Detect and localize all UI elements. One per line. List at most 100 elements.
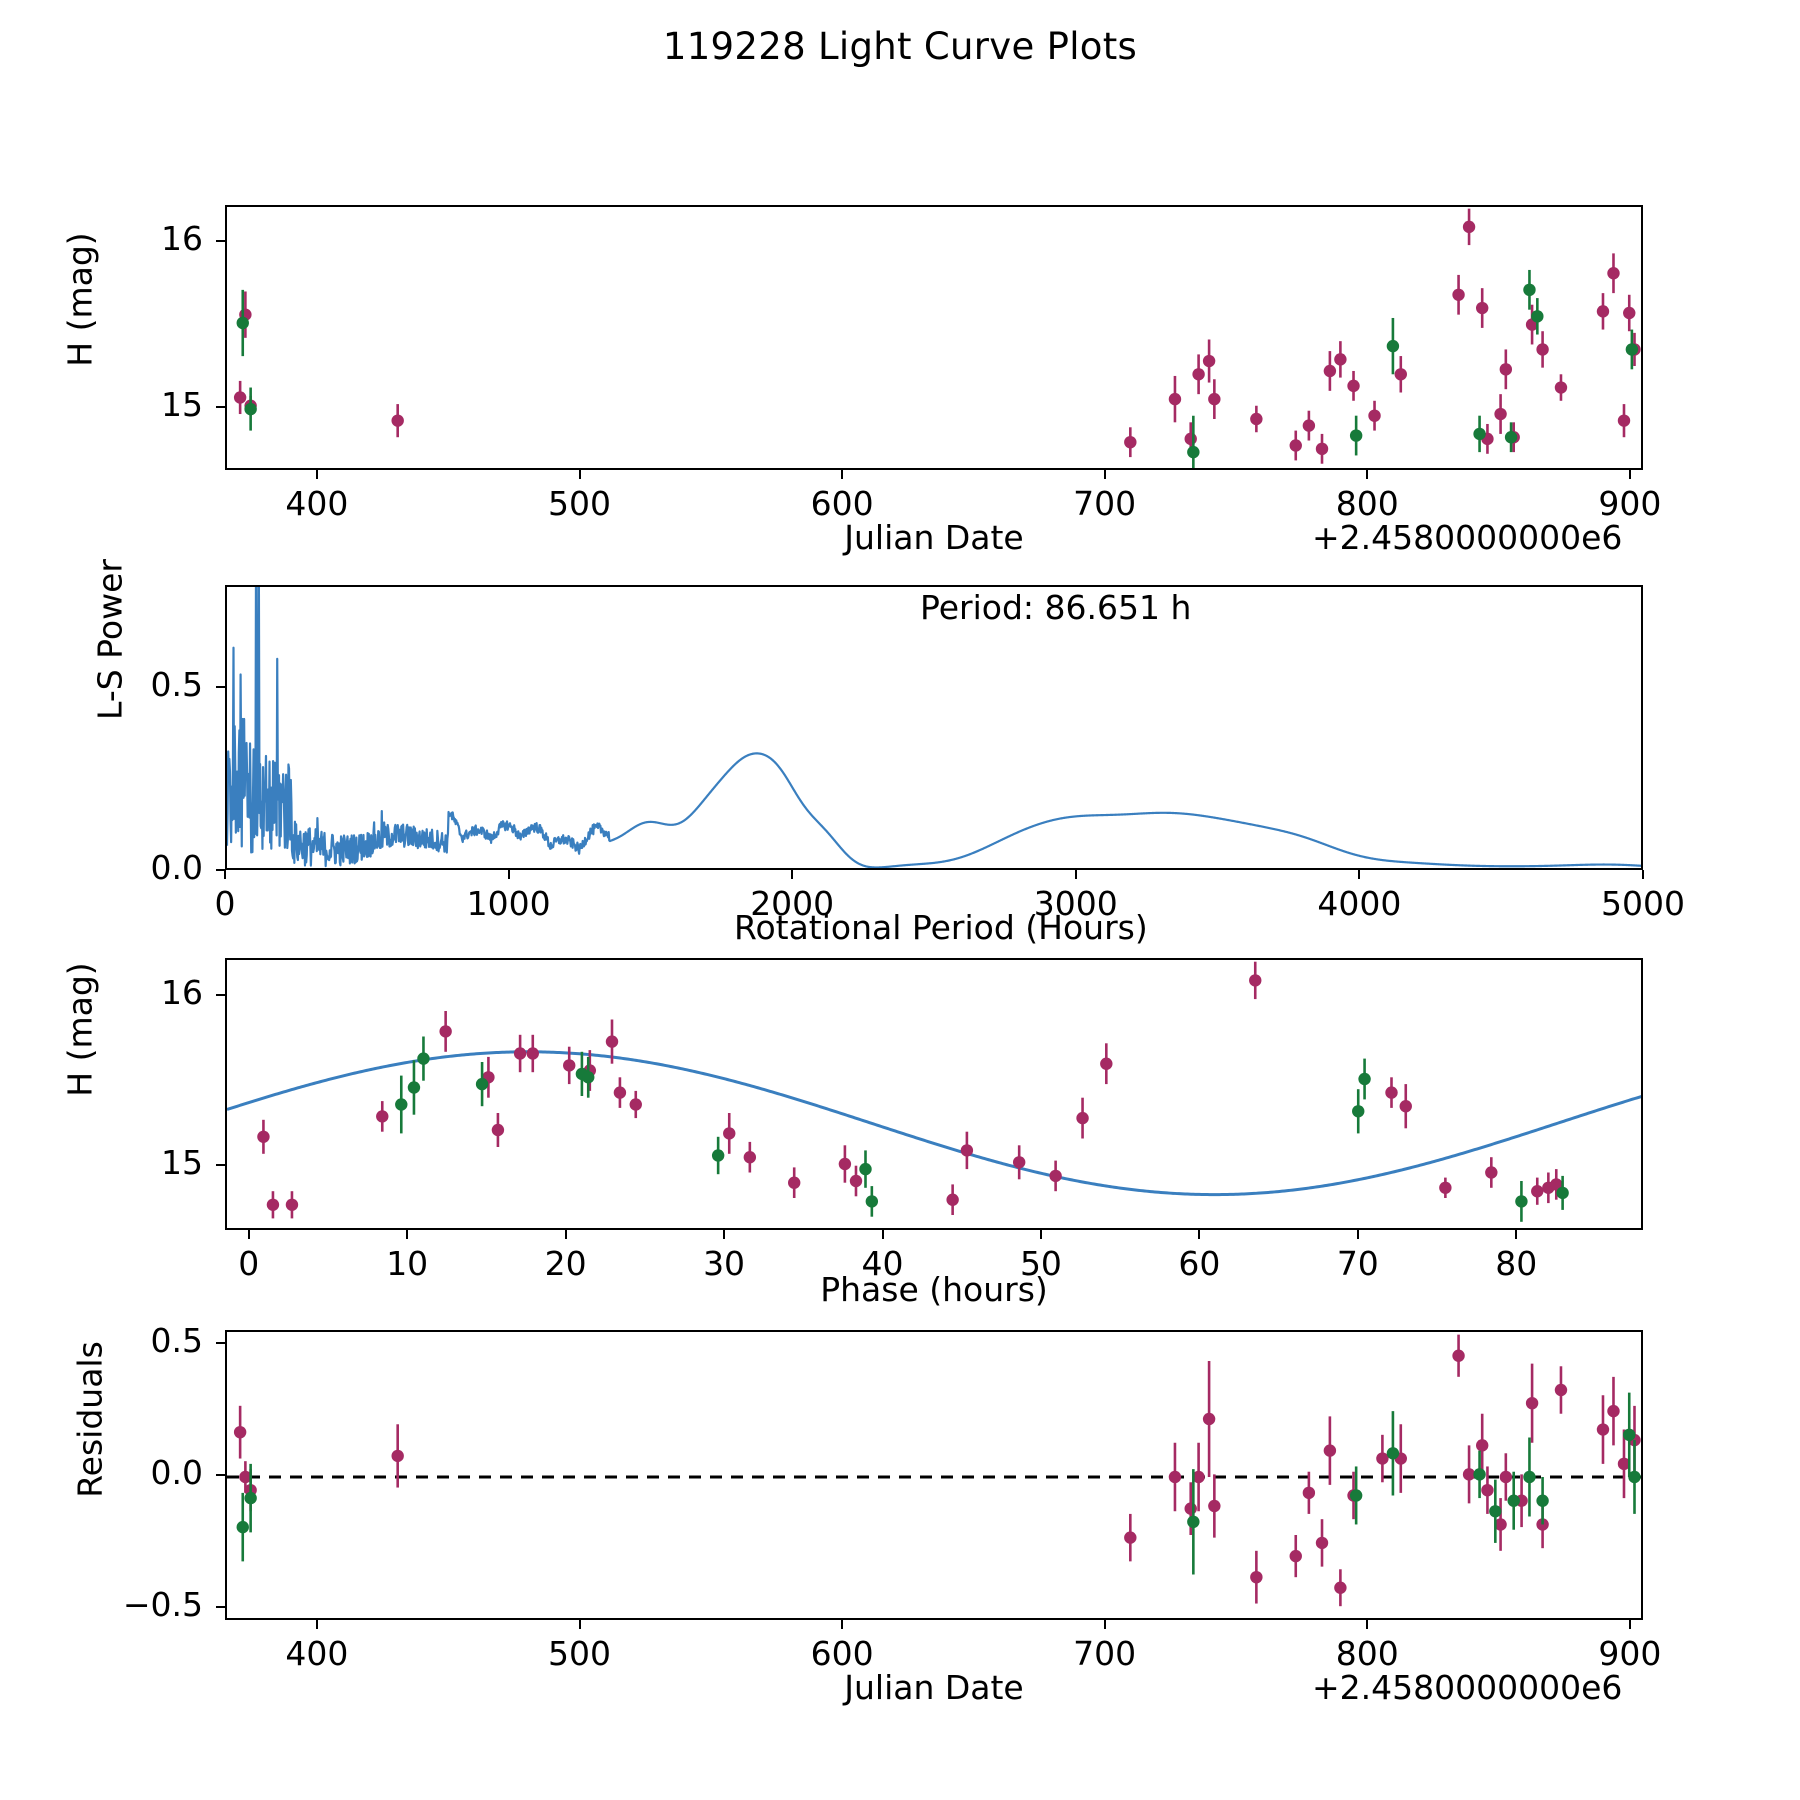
p2-x-tick-label: 4000 xyxy=(1317,884,1402,923)
p4-x-tickmark xyxy=(841,1620,844,1629)
series-series_a xyxy=(257,961,1563,1219)
p1-x-tick-label: 400 xyxy=(285,484,349,523)
series-series_a xyxy=(233,1334,1641,1607)
series-series_b xyxy=(395,1036,1569,1222)
p3-x-tickmark xyxy=(881,1230,884,1239)
p3-x-tickmark xyxy=(1198,1230,1201,1239)
p1-x-tick-label: 600 xyxy=(810,484,874,523)
p3-y-tickmark xyxy=(216,1164,225,1167)
p3-x-tick-label: 0 xyxy=(238,1244,260,1283)
panel4-x-axis-label: Julian Date xyxy=(844,1668,1024,1707)
p3-x-tickmark xyxy=(406,1230,409,1239)
p2-x-tickmark xyxy=(1642,870,1644,879)
p4-x-tick-label: 700 xyxy=(1073,1634,1137,1673)
p4-y-tick-label: −0.5 xyxy=(122,1584,203,1624)
p2-x-tickmark xyxy=(1358,870,1361,879)
series-series_b xyxy=(236,1392,1641,1575)
p2-x-tick-label: 2000 xyxy=(750,884,835,923)
periodogram-trace xyxy=(227,587,1641,868)
p3-x-tickmark xyxy=(247,1230,250,1239)
panel1-plot-area xyxy=(233,208,1641,468)
series-series_a xyxy=(233,208,1641,464)
p3-y-tick-label: 15 xyxy=(161,1143,203,1183)
p4-y-tick-label: 0.0 xyxy=(150,1453,203,1492)
series-series_b xyxy=(236,269,1639,468)
p4-x-tickmark xyxy=(1366,1620,1369,1629)
p4-x-tickmark xyxy=(1103,1620,1106,1629)
panel3-y-axis-label: H (mag) xyxy=(60,962,100,1097)
p3-x-tickmark xyxy=(1515,1230,1518,1239)
p1-x-tickmark xyxy=(578,470,581,479)
p4-x-tickmark xyxy=(1628,1620,1631,1629)
p4-x-tick-label: 800 xyxy=(1335,1634,1399,1673)
p1-x-tick-label: 800 xyxy=(1335,484,1399,523)
panel1-x-axis-label: Julian Date xyxy=(844,518,1024,557)
p2-x-tick-label: 5000 xyxy=(1601,884,1685,923)
panel4-axes xyxy=(225,1330,1643,1620)
p3-x-tickmark xyxy=(723,1230,726,1239)
panel4-x-offset-text: +2.4580000000e6 xyxy=(1312,1668,1623,1707)
panel2-plot-area xyxy=(227,587,1641,868)
p4-y-tickmark xyxy=(216,1474,225,1476)
sinusoid-fit-curve xyxy=(227,1050,1641,1197)
p4-x-tick-label: 600 xyxy=(810,1634,874,1673)
p2-x-tick-label: 3000 xyxy=(1033,884,1118,923)
p4-y-tickmark xyxy=(216,1342,225,1345)
p3-y-tickmark xyxy=(216,994,225,997)
panel3-x-axis-label: Phase (hours) xyxy=(820,1270,1048,1309)
panel2-axes xyxy=(225,585,1643,870)
panel3-plot-area xyxy=(227,961,1641,1222)
p3-x-tick-label: 50 xyxy=(1019,1244,1062,1283)
p4-x-tick-label: 900 xyxy=(1598,1634,1662,1673)
p4-x-tick-label: 500 xyxy=(548,1634,611,1673)
p1-x-tickmark xyxy=(315,470,318,479)
p4-y-tick-label: 0.5 xyxy=(150,1321,203,1361)
p1-x-tickmark xyxy=(1103,470,1106,479)
p1-x-tickmark xyxy=(841,470,844,479)
p2-y-tick-label: 0.0 xyxy=(150,848,203,887)
p3-x-tick-label: 60 xyxy=(1178,1244,1221,1283)
p3-x-tick-label: 70 xyxy=(1336,1244,1379,1283)
p4-x-tickmark xyxy=(578,1620,581,1629)
p2-y-tick-label: 0.5 xyxy=(150,665,203,705)
p3-x-tick-label: 20 xyxy=(544,1244,587,1283)
p1-x-tick-label: 700 xyxy=(1073,484,1137,523)
p1-x-tick-label: 900 xyxy=(1598,484,1662,523)
p3-x-tickmark xyxy=(564,1230,567,1239)
p1-y-tickmark xyxy=(216,240,225,243)
p4-x-tick-label: 400 xyxy=(285,1634,349,1673)
p3-x-tick-label: 10 xyxy=(386,1244,429,1283)
panel2-y-axis-label: L-S Power xyxy=(90,559,130,720)
panel4-plot-area xyxy=(227,1334,1641,1607)
p1-x-tickmark xyxy=(1366,470,1369,479)
p1-y-tick-label: 15 xyxy=(161,385,203,425)
p1-y-tickmark xyxy=(216,406,225,409)
p4-y-tickmark xyxy=(216,1605,225,1608)
panel2-x-axis-label: Rotational Period (Hours) xyxy=(734,908,1148,947)
p2-x-tickmark xyxy=(224,870,226,879)
panel3-axes xyxy=(225,958,1643,1230)
p1-x-tickmark xyxy=(1628,470,1631,479)
p4-x-tickmark xyxy=(315,1620,318,1629)
panel1-axes xyxy=(225,205,1643,470)
panel4-y-axis-label: Residuals xyxy=(70,1341,110,1498)
p2-x-tick-label: 1000 xyxy=(466,884,551,923)
p2-y-tickmark xyxy=(216,869,225,871)
p3-x-tickmark xyxy=(1356,1230,1359,1239)
p3-x-tick-label: 30 xyxy=(703,1244,746,1283)
period-annotation: Period: 86.651 h xyxy=(920,588,1192,627)
p3-x-tick-label: 40 xyxy=(861,1244,904,1283)
p3-y-tick-label: 16 xyxy=(161,973,203,1013)
p2-y-tickmark xyxy=(216,686,225,689)
p1-x-tick-label: 500 xyxy=(548,484,611,523)
p2-x-tick-label: 0 xyxy=(214,884,236,923)
p2-x-tickmark xyxy=(1074,870,1077,879)
page-title: 119228 Light Curve Plots xyxy=(662,25,1138,68)
p3-x-tickmark xyxy=(1039,1230,1042,1239)
panel1-x-offset-text: +2.4580000000e6 xyxy=(1312,518,1623,557)
p1-y-tick-label: 16 xyxy=(161,219,203,259)
p3-x-tick-label: 80 xyxy=(1495,1244,1538,1283)
p2-x-tickmark xyxy=(791,870,794,879)
p2-x-tickmark xyxy=(507,870,510,879)
